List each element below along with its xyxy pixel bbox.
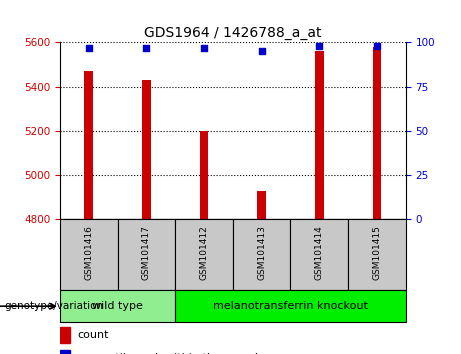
Point <box>142 45 150 51</box>
Point <box>85 45 92 51</box>
Text: GSM101412: GSM101412 <box>200 225 208 280</box>
Bar <box>142 80 151 219</box>
Text: melanotransferrin knockout: melanotransferrin knockout <box>213 301 368 311</box>
Bar <box>175 219 233 290</box>
Bar <box>60 290 175 322</box>
Point <box>315 43 323 49</box>
Text: wild type: wild type <box>92 301 143 311</box>
Bar <box>290 219 348 290</box>
Bar <box>372 47 381 219</box>
Text: GSM101417: GSM101417 <box>142 225 151 280</box>
Text: count: count <box>77 330 109 340</box>
Bar <box>84 71 93 219</box>
Bar <box>60 350 70 354</box>
Bar <box>233 219 290 290</box>
Point <box>200 45 207 51</box>
Bar <box>118 219 175 290</box>
Bar <box>315 51 324 219</box>
Bar <box>257 191 266 219</box>
Point <box>373 43 381 49</box>
Text: percentile rank within the sample: percentile rank within the sample <box>77 353 265 354</box>
Text: genotype/variation: genotype/variation <box>5 301 104 311</box>
Bar <box>60 327 70 343</box>
Text: GSM101414: GSM101414 <box>315 225 324 280</box>
Point <box>258 48 266 54</box>
Text: GSM101415: GSM101415 <box>372 225 381 280</box>
Bar <box>200 131 208 219</box>
Bar <box>60 219 118 290</box>
Title: GDS1964 / 1426788_a_at: GDS1964 / 1426788_a_at <box>144 26 322 40</box>
Text: GSM101416: GSM101416 <box>84 225 93 280</box>
Bar <box>348 219 406 290</box>
Bar <box>175 290 406 322</box>
Text: GSM101413: GSM101413 <box>257 225 266 280</box>
